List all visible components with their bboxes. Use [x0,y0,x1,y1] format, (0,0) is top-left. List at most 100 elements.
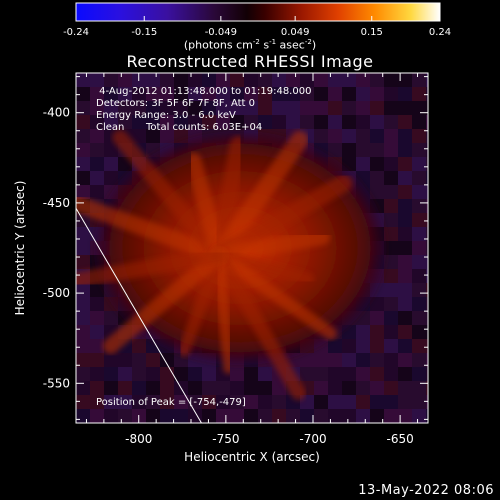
noise-cell [426,255,428,269]
noise-cell [90,115,104,129]
noise-cell [384,325,398,339]
noise-cell [104,171,118,185]
noise-cell [76,143,90,157]
noise-cell [174,409,188,423]
noise-cell [426,409,428,423]
noise-cell [426,381,428,395]
colorbar-units: (photons cm-2 s-1 asec-2) [183,38,317,52]
noise-cell [412,353,426,367]
noise-cell [300,115,314,129]
noise-cell [160,101,174,115]
noise-cell [160,129,174,143]
noise-cell [76,171,90,185]
noise-cell [314,395,328,409]
noise-cell [146,87,160,101]
noise-cell [384,171,398,185]
noise-cell [356,87,370,101]
noise-cell [132,339,146,353]
noise-cell [398,395,412,409]
colorbar-gradient [75,2,441,22]
noise-cell [202,87,216,101]
noise-cell [146,395,160,409]
noise-cell [356,409,370,423]
noise-cell [104,353,118,367]
colorbar: -0.24 -0.15 -0.049 0.049 0.15 0.24 [63,2,451,38]
noise-cell [90,157,104,171]
noise-cell [342,395,356,409]
noise-cell [314,115,328,129]
noise-cell [104,101,118,115]
noise-cell [398,297,412,311]
noise-cell [384,311,398,325]
noise-cell [426,311,428,325]
noise-cell [384,73,398,87]
noise-cell [132,395,146,409]
noise-cell [412,73,426,87]
noise-cell [244,381,258,395]
noise-cell [398,115,412,129]
noise-cell [370,129,384,143]
noise-cell [146,353,160,367]
noise-cell [216,87,230,101]
noise-cell [76,381,90,395]
noise-cell [104,395,118,409]
noise-cell [272,381,286,395]
noise-cell [76,129,90,143]
noise-cell [314,101,328,115]
noise-cell [412,143,426,157]
time-range-annotation: 4-Aug-2012 01:13:48.000 to 01:19:48.000 [96,86,312,97]
noise-cell [76,311,90,325]
noise-cell [258,73,272,87]
noise-cell [384,157,398,171]
noise-cell [398,143,412,157]
noise-cell [90,311,104,325]
noise-cell [342,409,356,423]
noise-cell [370,395,384,409]
noise-cell [384,115,398,129]
total-counts-annotation: Total counts: 6.03E+04 [146,122,263,133]
noise-cell [76,325,90,339]
noise-cell [118,101,132,115]
noise-cell [328,101,342,115]
noise-cell [90,395,104,409]
noise-cell [90,87,104,101]
emission-streak [112,129,227,263]
noise-cell [356,73,370,87]
noise-cell [426,269,428,283]
noise-cell [160,395,174,409]
noise-cell [146,409,160,423]
y-tick-label: -450 [43,196,70,210]
noise-cell [328,367,342,381]
x-tick-label: -650 [387,432,414,446]
plot-frame [75,72,429,424]
emission-streak [210,174,353,264]
noise-cell [104,409,118,423]
noise-cell [328,87,342,101]
noise-cell [118,87,132,101]
noise-cell [398,171,412,185]
noise-cell [132,381,146,395]
noise-cell [370,101,384,115]
noise-cell [146,381,160,395]
noise-cell [90,143,104,157]
noise-cell [272,115,286,129]
noise-cell [76,255,90,269]
noise-cell [76,227,90,241]
noise-cell [384,297,398,311]
x-axis: -800 -750 -700 -650 [85,73,419,446]
noise-cell [216,101,230,115]
noise-cell [118,381,132,395]
noise-cell [118,157,132,171]
x-tick-label: -700 [299,432,326,446]
noise-cell [370,73,384,87]
noise-cell [412,395,426,409]
noise-cell [342,115,356,129]
noise-cell [216,115,230,129]
peak-position-annotation: Position of Peak = [-754,-479] [96,397,246,408]
noise-cell [356,101,370,115]
noise-cell [132,115,146,129]
noise-cell [160,87,174,101]
noise-cell [104,73,118,87]
noise-cell [356,325,370,339]
noise-cell [258,367,272,381]
